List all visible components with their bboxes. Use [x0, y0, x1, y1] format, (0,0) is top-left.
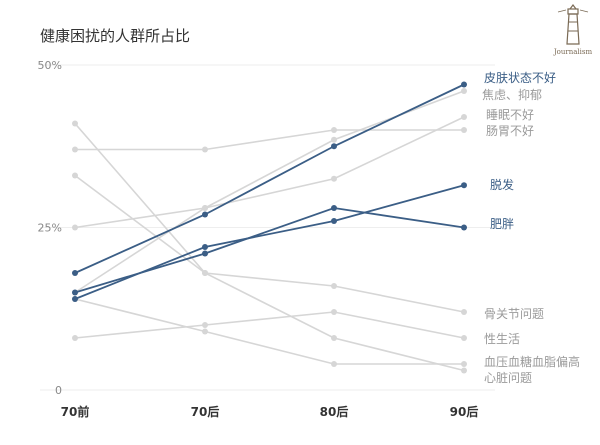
data-point	[461, 88, 467, 94]
highlighted-series	[72, 81, 467, 302]
series-line	[74, 207, 465, 294]
x-tick-label: 70后	[191, 404, 220, 419]
data-point	[331, 143, 337, 150]
series-line	[74, 116, 465, 229]
data-point	[331, 309, 337, 315]
data-point	[72, 120, 78, 127]
data-point	[72, 335, 78, 341]
data-point	[331, 127, 337, 133]
data-point	[331, 218, 337, 224]
data-point	[72, 296, 78, 302]
series-labels: 皮肤状态不好焦虑、抑郁睡眠不好肠胃不好脱发肥胖骨关节问题性生活血压血糖血脂偏高心…	[482, 70, 580, 385]
series-label: 肠胃不好	[486, 124, 534, 138]
data-point	[331, 136, 337, 143]
data-point	[72, 146, 78, 153]
data-point	[461, 335, 467, 341]
data-point	[72, 270, 78, 276]
x-axis-ticks: 70前 70后 80后 90后	[61, 404, 479, 419]
data-point	[331, 361, 337, 367]
data-point	[202, 270, 208, 276]
series-line	[74, 174, 465, 372]
y-tick-label: 0	[55, 384, 62, 397]
data-point	[202, 211, 208, 218]
data-point	[202, 328, 208, 335]
grid	[40, 64, 495, 391]
series-line	[74, 83, 465, 274]
data-point	[202, 250, 208, 257]
data-point	[202, 322, 208, 328]
y-tick-label: 50%	[38, 59, 62, 72]
series-label: 睡眠不好	[486, 108, 534, 122]
series-label: 脱发	[490, 177, 514, 192]
data-point	[461, 309, 467, 315]
data-point	[461, 81, 467, 88]
series-label: 骨关节问题	[484, 307, 544, 321]
series-line	[74, 311, 465, 339]
data-point	[202, 146, 208, 153]
data-point	[461, 182, 467, 189]
x-tick-label: 80后	[320, 404, 349, 419]
series-line	[74, 122, 465, 313]
series-label: 皮肤状态不好	[484, 70, 556, 85]
series-line	[74, 184, 465, 300]
data-point	[461, 127, 467, 133]
series-line	[74, 298, 464, 365]
lighthouse-logo-icon: Journalism	[553, 4, 593, 56]
x-tick-label: 90后	[450, 404, 479, 419]
x-tick-label: 70前	[61, 404, 90, 419]
series-label: 血压血糖血脂偏高	[484, 354, 580, 369]
data-point	[331, 283, 337, 289]
series-label: 性生活	[484, 332, 520, 346]
data-point	[461, 367, 467, 374]
series-label: 肥胖	[490, 217, 514, 231]
logo-text: Journalism	[553, 48, 593, 56]
data-point	[72, 224, 78, 231]
data-point	[72, 172, 78, 179]
data-point	[202, 244, 208, 250]
series-line	[75, 129, 464, 151]
data-point	[331, 335, 337, 341]
series-label: 心脏问题	[484, 370, 532, 385]
data-point	[72, 289, 78, 296]
chart-title: 健康困扰的人群所占比	[40, 27, 191, 45]
data-point	[331, 205, 337, 211]
series-label: 焦虑、抑郁	[482, 87, 542, 102]
data-point	[461, 114, 467, 120]
data-point	[202, 205, 208, 211]
data-point	[331, 175, 337, 182]
y-axis-ticks: 0 25% 50%	[38, 59, 62, 397]
data-point	[461, 224, 467, 231]
y-tick-label: 25%	[38, 222, 62, 235]
data-point	[461, 361, 467, 367]
